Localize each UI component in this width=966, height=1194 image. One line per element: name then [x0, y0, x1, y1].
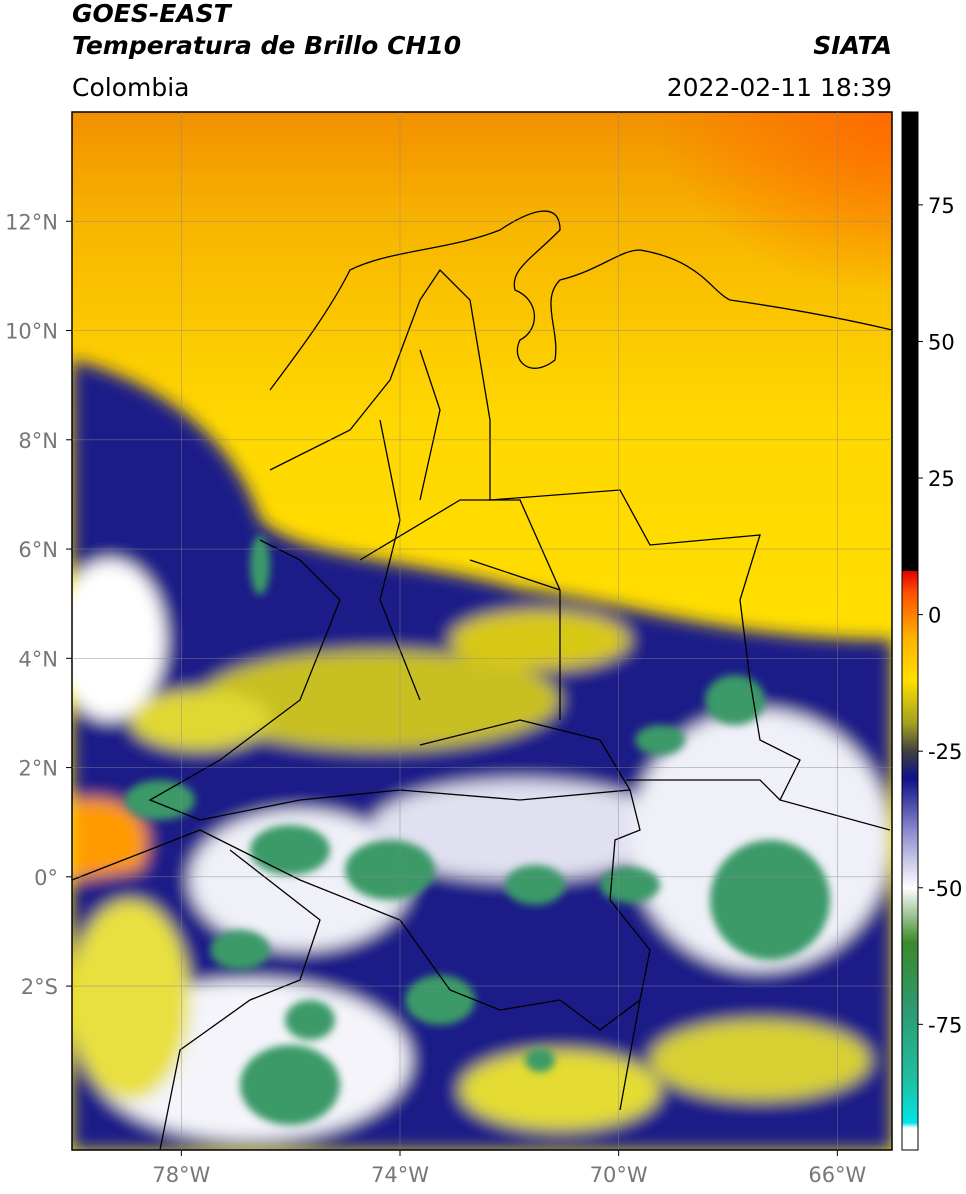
y-tick-label: 12°N: [5, 210, 58, 234]
colorbar-tick-label: -25: [928, 740, 962, 764]
y-tick-label: 0°: [34, 866, 58, 890]
colorbar-tick-label: -75: [928, 1013, 962, 1037]
colorbar-tick-label: 0: [928, 604, 941, 628]
timestamp: 2022-02-11 18:39: [667, 73, 892, 102]
satellite-image: [72, 112, 892, 1150]
y-tick-label: 2°S: [21, 975, 58, 999]
y-tick-label: 10°N: [5, 320, 58, 344]
title: GOES-EAST: [72, 0, 233, 28]
colorbar-tick-label: 50: [928, 330, 955, 354]
x-tick-label: 66°W: [808, 1163, 866, 1187]
region: Colombia: [72, 73, 189, 102]
y-tick-label: 4°N: [18, 647, 58, 671]
y-tick-label: 6°N: [18, 538, 58, 562]
colorbar-tick-label: 25: [928, 467, 955, 491]
x-tick-label: 70°W: [590, 1163, 648, 1187]
colorbar-tick-label: -50: [928, 877, 962, 901]
map-frame: [71, 111, 893, 1151]
x-tick-label: 78°W: [152, 1163, 210, 1187]
x-tick-label: 74°W: [371, 1163, 429, 1187]
source: SIATA: [813, 31, 892, 60]
colorbar-tick-label: 75: [928, 194, 955, 218]
y-tick-label: 2°N: [18, 757, 58, 781]
colorbar: [901, 111, 919, 1151]
y-tick-label: 8°N: [18, 429, 58, 453]
subtitle: Temperatura de Brillo CH10: [72, 31, 461, 60]
